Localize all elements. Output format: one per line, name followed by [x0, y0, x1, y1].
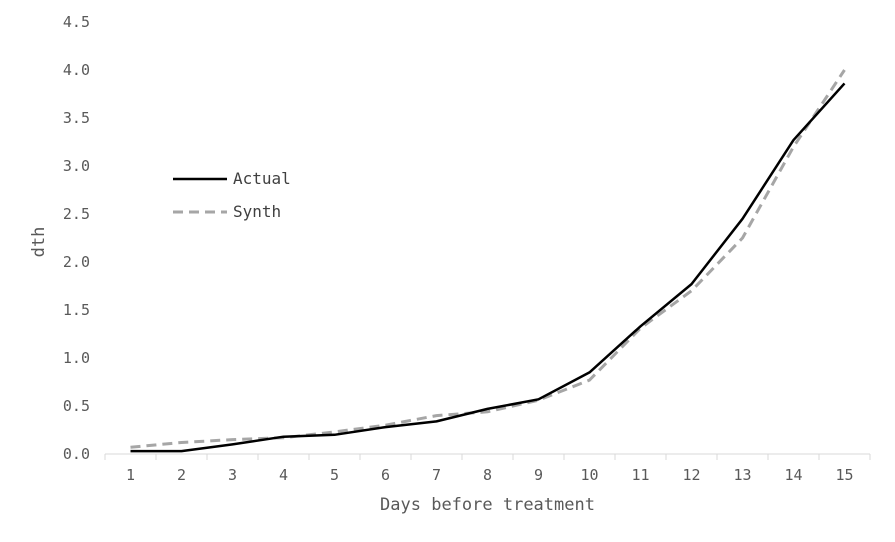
- y-axis-title: dth: [29, 227, 49, 258]
- x-tick-label: 13: [733, 466, 751, 484]
- y-tick-label: 0.0: [63, 445, 90, 463]
- x-tick-label: 1: [126, 466, 135, 484]
- x-tick-label: 8: [483, 466, 492, 484]
- series-line-actual: [130, 82, 846, 453]
- series-line-synth: [130, 69, 846, 449]
- x-tick-label: 6: [381, 466, 390, 484]
- x-tick-label: 11: [631, 466, 649, 484]
- y-tick-label: 0.5: [63, 397, 90, 415]
- y-tick-label: 4.0: [63, 61, 90, 79]
- x-tick-label: 10: [580, 466, 598, 484]
- y-axis-ticks: 0.0 0.5 1.0 1.5 2.0 2.5 3.0 3.5 4.0 4.5: [63, 13, 90, 463]
- legend: Actual Synth: [173, 169, 291, 221]
- y-tick-label: 1.0: [63, 349, 90, 367]
- legend-label-actual: Actual: [233, 169, 291, 188]
- x-axis-ticks: 1 2 3 4 5 6 7 8 9 10 11 12 13 14 15: [104, 454, 871, 484]
- x-tick-label: 3: [228, 466, 237, 484]
- x-tick-label: 5: [330, 466, 339, 484]
- x-tick-label: 12: [682, 466, 700, 484]
- y-tick-label: 3.0: [63, 157, 90, 175]
- y-tick-label: 2.0: [63, 253, 90, 271]
- legend-label-synth: Synth: [233, 202, 281, 221]
- y-tick-label: 1.5: [63, 301, 90, 319]
- x-tick-label: 9: [534, 466, 543, 484]
- y-tick-label: 3.5: [63, 109, 90, 127]
- x-tick-label: 7: [432, 466, 441, 484]
- series-lines: [130, 69, 846, 453]
- x-tick-label: 4: [279, 466, 288, 484]
- y-tick-label: 4.5: [63, 13, 90, 31]
- x-tick-label: 2: [177, 466, 186, 484]
- y-tick-label: 2.5: [63, 205, 90, 223]
- x-tick-label: 14: [784, 466, 802, 484]
- x-tick-label: 15: [835, 466, 853, 484]
- x-axis-title: Days before treatment: [380, 495, 595, 515]
